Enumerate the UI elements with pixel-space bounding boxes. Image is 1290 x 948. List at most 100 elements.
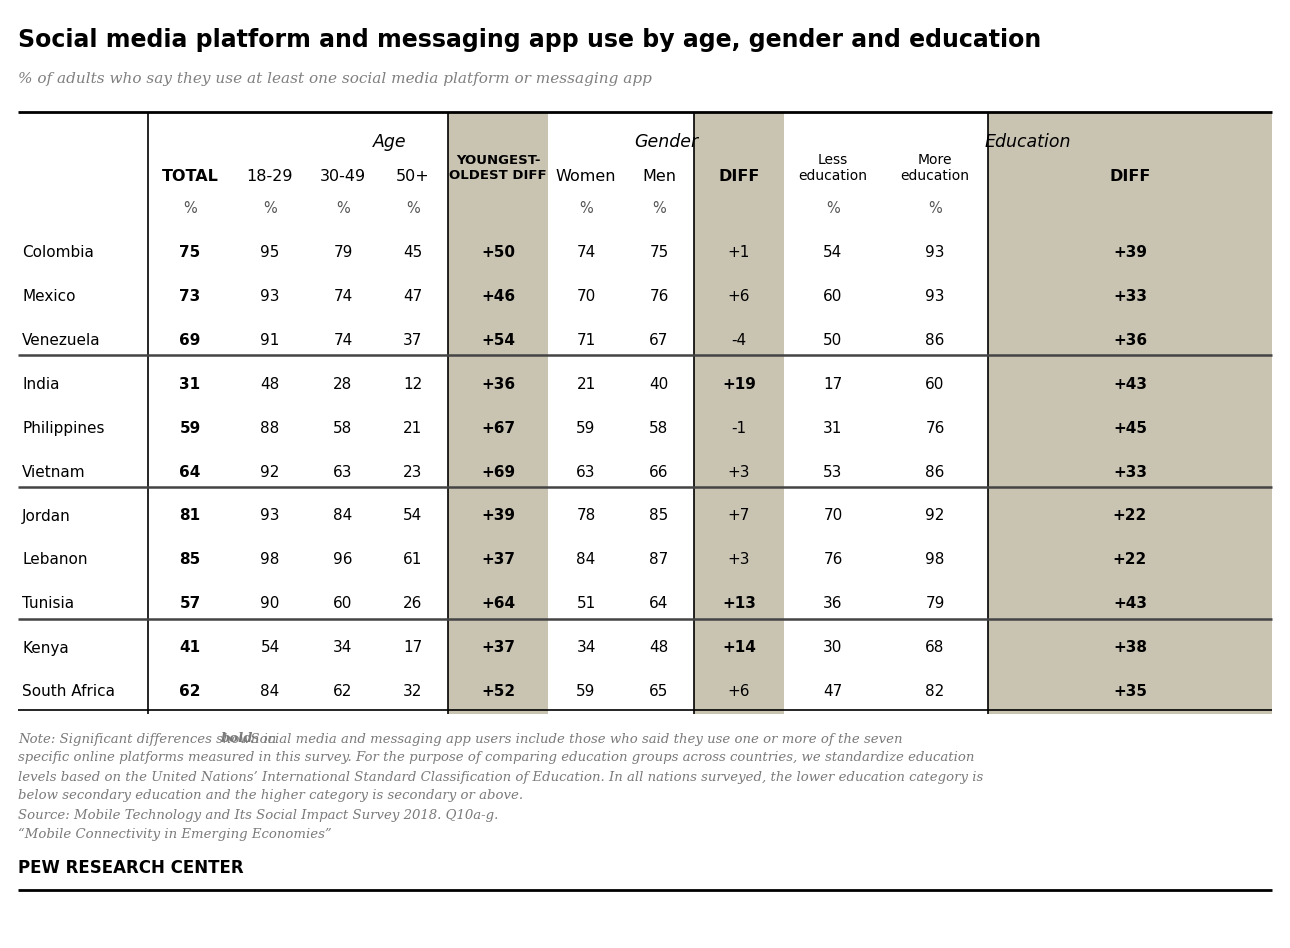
Text: %: % xyxy=(928,200,942,215)
Text: 74: 74 xyxy=(333,333,352,348)
Text: 31: 31 xyxy=(823,421,842,435)
Text: 17: 17 xyxy=(823,376,842,392)
Text: 64: 64 xyxy=(649,596,668,611)
Text: Age: Age xyxy=(373,133,406,151)
Text: 47: 47 xyxy=(823,684,842,700)
Text: %: % xyxy=(263,200,277,215)
Text: 74: 74 xyxy=(577,245,596,260)
Text: 60: 60 xyxy=(925,376,944,392)
Text: 91: 91 xyxy=(261,333,280,348)
Text: 63: 63 xyxy=(577,465,596,480)
Text: 93: 93 xyxy=(261,508,280,523)
Text: +22: +22 xyxy=(1113,553,1147,568)
Text: +43: +43 xyxy=(1113,376,1147,392)
Text: 95: 95 xyxy=(261,245,280,260)
Text: +19: +19 xyxy=(722,376,756,392)
Text: Source: Mobile Technology and Its Social Impact Survey 2018. Q10a-g.: Source: Mobile Technology and Its Social… xyxy=(18,809,498,822)
Text: +7: +7 xyxy=(728,508,751,523)
Text: +45: +45 xyxy=(1113,421,1147,435)
Text: 81: 81 xyxy=(179,508,200,523)
Text: +36: +36 xyxy=(1113,333,1147,348)
Text: 96: 96 xyxy=(333,553,352,568)
Text: 93: 93 xyxy=(925,245,944,260)
Text: 58: 58 xyxy=(333,421,352,435)
Text: +54: +54 xyxy=(481,333,515,348)
Text: India: India xyxy=(22,376,59,392)
Text: +14: +14 xyxy=(722,641,756,655)
Text: 51: 51 xyxy=(577,596,596,611)
Text: 37: 37 xyxy=(404,333,423,348)
Text: +33: +33 xyxy=(1113,288,1147,303)
Bar xyxy=(448,112,548,714)
Text: Social media platform and messaging app use by age, gender and education: Social media platform and messaging app … xyxy=(18,28,1041,52)
Text: 57: 57 xyxy=(179,596,201,611)
Text: 21: 21 xyxy=(404,421,423,435)
Text: +3: +3 xyxy=(728,465,751,480)
Text: 54: 54 xyxy=(404,508,423,523)
Text: Jordan: Jordan xyxy=(22,508,71,523)
Text: +37: +37 xyxy=(481,641,515,655)
Text: 36: 36 xyxy=(823,596,842,611)
Text: -1: -1 xyxy=(731,421,747,435)
Text: Education: Education xyxy=(984,133,1071,151)
Text: South Africa: South Africa xyxy=(22,684,115,700)
Text: %: % xyxy=(579,200,593,215)
Text: bold: bold xyxy=(221,733,253,745)
Text: +1: +1 xyxy=(728,245,751,260)
Text: 67: 67 xyxy=(649,333,668,348)
Text: Philippines: Philippines xyxy=(22,421,104,435)
Text: 62: 62 xyxy=(333,684,352,700)
Text: 63: 63 xyxy=(333,465,352,480)
Text: 76: 76 xyxy=(823,553,842,568)
Text: +33: +33 xyxy=(1113,465,1147,480)
Text: 93: 93 xyxy=(261,288,280,303)
Text: 88: 88 xyxy=(261,421,280,435)
Text: %: % xyxy=(653,200,666,215)
Text: 90: 90 xyxy=(261,596,280,611)
Text: 86: 86 xyxy=(925,333,944,348)
Text: DIFF: DIFF xyxy=(719,169,760,184)
Text: specific online platforms measured in this survey. For the purpose of comparing : specific online platforms measured in th… xyxy=(18,752,974,764)
Text: 76: 76 xyxy=(925,421,944,435)
Text: 74: 74 xyxy=(333,288,352,303)
Text: 75: 75 xyxy=(649,245,668,260)
Text: . Social media and messaging app users include those who said they use one or mo: . Social media and messaging app users i… xyxy=(241,733,902,745)
Text: 47: 47 xyxy=(404,288,423,303)
Text: 48: 48 xyxy=(261,376,280,392)
Text: 21: 21 xyxy=(577,376,596,392)
Text: +38: +38 xyxy=(1113,641,1147,655)
Text: 73: 73 xyxy=(179,288,201,303)
Text: +6: +6 xyxy=(728,684,751,700)
Text: “Mobile Connectivity in Emerging Economies”: “Mobile Connectivity in Emerging Economi… xyxy=(18,828,332,841)
Text: Tunisia: Tunisia xyxy=(22,596,74,611)
Text: +6: +6 xyxy=(728,288,751,303)
Text: 64: 64 xyxy=(179,465,201,480)
Text: 58: 58 xyxy=(649,421,668,435)
Text: 59: 59 xyxy=(179,421,201,435)
Text: Gender: Gender xyxy=(633,133,698,151)
Text: +39: +39 xyxy=(1113,245,1147,260)
Text: TOTAL: TOTAL xyxy=(161,169,218,184)
Text: 53: 53 xyxy=(823,465,842,480)
Text: 54: 54 xyxy=(261,641,280,655)
Text: 93: 93 xyxy=(925,288,944,303)
Text: PEW RESEARCH CENTER: PEW RESEARCH CENTER xyxy=(18,859,244,877)
Text: Women: Women xyxy=(556,169,617,184)
Text: 82: 82 xyxy=(925,684,944,700)
Text: 70: 70 xyxy=(823,508,842,523)
Text: levels based on the United Nations’ International Standard Classification of Edu: levels based on the United Nations’ Inte… xyxy=(18,771,983,783)
Text: 59: 59 xyxy=(577,684,596,700)
Text: +50: +50 xyxy=(481,245,515,260)
Text: 78: 78 xyxy=(577,508,596,523)
Text: +36: +36 xyxy=(481,376,515,392)
Text: -4: -4 xyxy=(731,333,747,348)
Text: 71: 71 xyxy=(577,333,596,348)
Text: 98: 98 xyxy=(261,553,280,568)
Text: 50+: 50+ xyxy=(396,169,430,184)
Text: 30: 30 xyxy=(823,641,842,655)
Text: 17: 17 xyxy=(404,641,423,655)
Text: Vietnam: Vietnam xyxy=(22,465,85,480)
Text: 84: 84 xyxy=(577,553,596,568)
Text: +22: +22 xyxy=(1113,508,1147,523)
Text: 28: 28 xyxy=(333,376,352,392)
